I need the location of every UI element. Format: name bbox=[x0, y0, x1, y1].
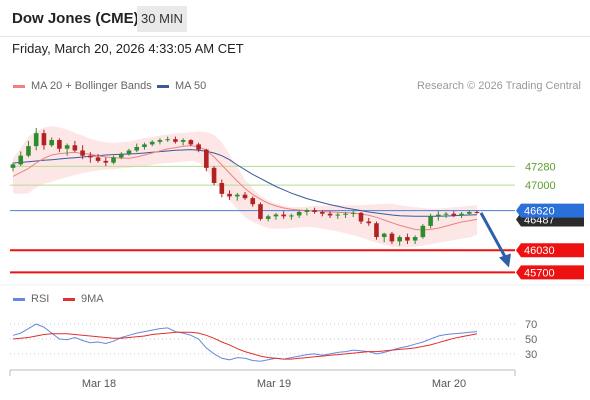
candle-body bbox=[281, 214, 286, 217]
header-divider bbox=[0, 36, 590, 37]
candle-body bbox=[149, 141, 155, 145]
candle-body bbox=[188, 140, 194, 145]
candle-body bbox=[49, 140, 54, 146]
candle-body bbox=[451, 213, 457, 216]
support-tag-label: 45700 bbox=[524, 267, 555, 279]
rsi-9ma-line bbox=[12, 331, 478, 360]
candle-body bbox=[234, 194, 240, 197]
candle-body bbox=[33, 133, 39, 147]
candle-body bbox=[57, 140, 62, 149]
candle-body bbox=[64, 145, 70, 149]
candle-body bbox=[466, 211, 472, 214]
candle-body bbox=[41, 133, 47, 146]
pivot-tag-label: 46620 bbox=[524, 206, 555, 218]
support-tag bbox=[516, 243, 584, 258]
candle-body bbox=[405, 237, 410, 241]
candle-body bbox=[389, 233, 395, 242]
candle-body bbox=[142, 144, 147, 148]
resistance-label: 47280 bbox=[525, 161, 556, 173]
candle-body bbox=[459, 213, 464, 216]
forecast-arrow-shaft bbox=[479, 212, 508, 260]
candle-body bbox=[26, 146, 31, 156]
9ma-swatch bbox=[63, 297, 75, 301]
candle-body bbox=[219, 183, 225, 194]
candle-body bbox=[180, 140, 186, 142]
candle-body bbox=[80, 150, 85, 156]
candle-body bbox=[95, 157, 101, 161]
legend-ma20: MA 20 + Bollinger Bands bbox=[13, 80, 152, 92]
rsi-tick-label: 30 bbox=[525, 349, 537, 361]
candle-body bbox=[320, 211, 325, 214]
candle-body bbox=[443, 213, 449, 215]
candle-body bbox=[289, 215, 294, 217]
legend-ma50-label: MA 50 bbox=[175, 80, 207, 92]
candle-body bbox=[204, 149, 209, 168]
candle-body bbox=[258, 204, 263, 219]
credit-text: Research © 2026 Trading Central bbox=[416, 80, 581, 92]
legend-9ma: 9MA bbox=[63, 293, 104, 305]
forecast-arrow-head bbox=[499, 253, 511, 268]
candle-body bbox=[242, 194, 248, 199]
candle-body bbox=[10, 164, 16, 168]
candle-body bbox=[420, 225, 426, 238]
ma50-swatch bbox=[157, 84, 169, 88]
candle-body bbox=[18, 155, 24, 165]
candle-body bbox=[358, 212, 364, 222]
candle-body bbox=[157, 140, 163, 142]
candle-body bbox=[211, 167, 217, 184]
candle-body bbox=[350, 212, 356, 214]
candle-body bbox=[196, 144, 201, 150]
legend-ma20-label: MA 20 + Bollinger Bands bbox=[31, 80, 152, 92]
legend-rsi: RSI bbox=[13, 293, 49, 305]
candle-body bbox=[374, 223, 379, 238]
legend-ma50: MA 50 bbox=[157, 80, 206, 92]
candle-body bbox=[250, 198, 256, 205]
candle-body bbox=[381, 233, 387, 238]
candle-body bbox=[173, 139, 178, 142]
timestamp: Friday, March 20, 2026 4:33:05 AM CET bbox=[12, 41, 244, 56]
candle-body bbox=[312, 210, 317, 212]
legend-rsi-label: RSI bbox=[31, 293, 50, 305]
candle-body bbox=[265, 216, 271, 219]
candle-body bbox=[412, 237, 418, 241]
resistance-label: 47000 bbox=[525, 180, 556, 192]
candle-body bbox=[118, 153, 124, 158]
candle-body bbox=[88, 155, 93, 158]
candle-body bbox=[327, 213, 333, 216]
rsi-tick-label: 70 bbox=[525, 319, 537, 331]
candle-body bbox=[366, 221, 372, 224]
support-tag bbox=[516, 265, 584, 280]
candle-body bbox=[165, 139, 170, 141]
candle-body bbox=[72, 145, 78, 151]
candle-body bbox=[428, 216, 433, 226]
legend-9ma-label: 9MA bbox=[81, 293, 104, 305]
ma20-swatch bbox=[13, 84, 25, 88]
candle-body bbox=[126, 150, 132, 154]
x-axis-label: Mar 20 bbox=[432, 378, 466, 390]
candle-body bbox=[474, 211, 480, 213]
candle-body bbox=[134, 147, 140, 151]
candle-body bbox=[103, 160, 109, 163]
pivot-tag bbox=[516, 203, 584, 218]
timeframe-tab[interactable]: 30 MIN bbox=[137, 6, 187, 32]
candle-body bbox=[296, 211, 302, 216]
candle-body bbox=[304, 210, 310, 212]
candle-body bbox=[397, 237, 402, 242]
candle-body bbox=[227, 193, 232, 197]
x-axis-label: Mar 18 bbox=[82, 378, 116, 390]
instrument-title: Dow Jones (CME) bbox=[12, 10, 139, 27]
x-axis-label: Mar 19 bbox=[257, 378, 291, 390]
candle-body bbox=[273, 214, 279, 217]
candle-body bbox=[343, 213, 348, 215]
candle-body bbox=[111, 157, 116, 163]
bollinger-band-area bbox=[13, 126, 477, 248]
rsi-tick-label: 50 bbox=[525, 334, 537, 346]
candle-body bbox=[436, 214, 441, 217]
rsi-swatch bbox=[13, 297, 25, 301]
support-tag-label: 46030 bbox=[524, 245, 555, 257]
rsi-line bbox=[12, 323, 478, 362]
candle-body bbox=[335, 214, 341, 216]
